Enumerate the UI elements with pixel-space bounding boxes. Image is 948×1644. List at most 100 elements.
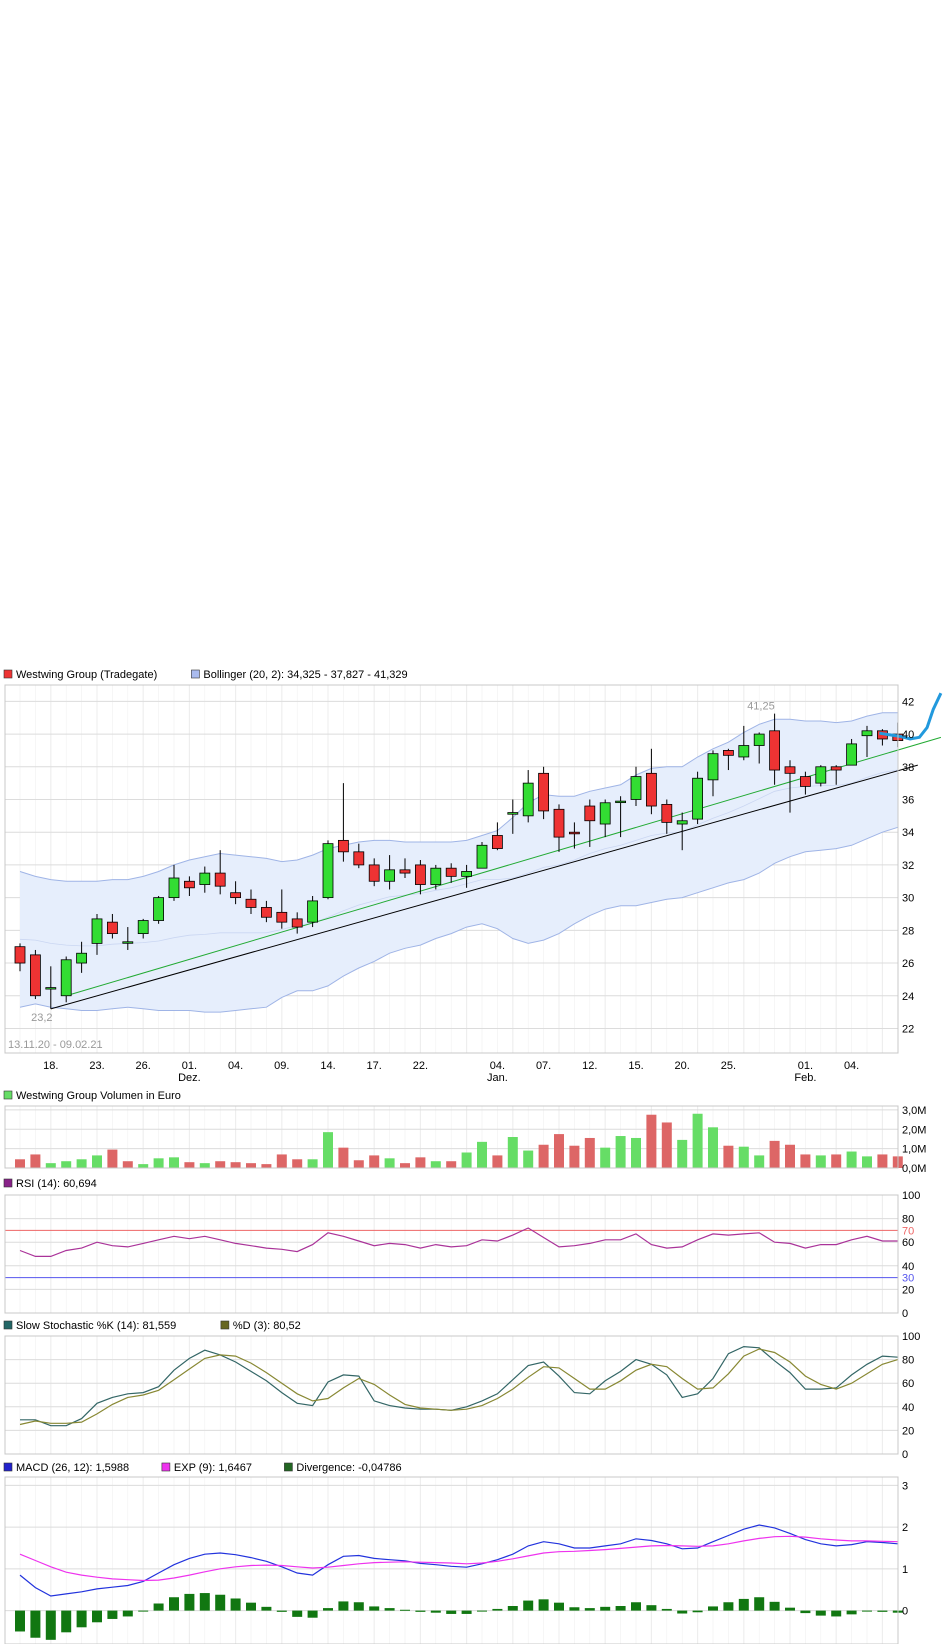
divergence-bar [631,1602,641,1611]
candlestick [445,863,457,883]
y-tick-label: 42 [902,696,914,708]
price-annotation: 41,25 [747,701,775,713]
volume-bar [261,1164,272,1168]
divergence-bar [307,1610,318,1618]
candlestick [800,771,811,795]
divergence-bar [246,1602,256,1611]
candlestick [753,732,765,764]
candle-body [276,911,288,923]
volume-bar [569,1145,580,1168]
divergence-bar [554,1602,564,1611]
divergence-bar [492,1608,503,1611]
y-tick-label: 32 [902,860,914,872]
panel-frame [4,1335,899,1455]
volume-bar [769,1140,780,1168]
volume-bar [785,1144,795,1168]
y-tick-label: 2 [902,1522,908,1534]
candlestick [723,748,734,771]
candle-body [414,864,426,885]
x-tick-label: 20. [675,1060,690,1072]
candle-body [291,918,303,928]
legend-label: Bollinger (20, 2): 34,325 - 37,827 - 41,… [203,669,407,681]
candlestick [507,799,519,834]
candle-body [368,864,380,882]
volume-bar [276,1154,287,1168]
volume-bar [615,1136,626,1168]
divergence-bar [831,1610,842,1617]
candlestick [230,881,242,905]
volume-bar [246,1163,256,1168]
candlestick [676,812,688,851]
candle-body [538,772,549,812]
divergence-bar [338,1601,349,1611]
volume-bar [292,1159,303,1168]
divergence-bar [92,1610,102,1623]
volume-bar [584,1137,595,1168]
x-tick-label: 17. [367,1060,382,1072]
volume-bar [461,1152,472,1168]
divergence-bar [477,1610,487,1612]
divergence-bar [754,1597,765,1611]
y-tick-label: 2,0M [902,1124,926,1136]
candle-body [615,800,626,804]
candlestick [707,750,719,797]
candlestick [522,770,534,823]
candlestick [291,912,303,934]
volume-bar [692,1113,703,1168]
volume-panel: Westwing Group Volumen in Euro 0,0M 1,0M 2,… [3,1090,926,1175]
volume-bar [199,1163,210,1168]
candlestick [846,738,857,766]
divergence-bar [723,1602,734,1611]
x-tick-label: 01. [798,1060,813,1072]
divergence-bar [677,1610,688,1614]
candlestick [29,949,41,1000]
candle-body [122,941,134,944]
macd-line [19,1535,898,1582]
y-tick-label: 38 [902,762,914,774]
legend-label: RSI (14): 60,694 [16,1178,97,1190]
candlestick [199,866,211,893]
stochastic-panel: Slow Stochastic %K (14): 81,559 %D (3): 8… [3,1320,920,1461]
bollinger-middle-line [19,769,898,947]
y-tick-label: 0 [902,1606,908,1618]
candle-body [784,766,796,774]
y-tick-label: 28 [902,925,914,937]
volume-bar [723,1145,734,1168]
candle-body [183,880,195,889]
volume-bar [661,1122,672,1168]
candle-body [661,803,673,823]
candle-body [646,772,657,807]
volume-bar [369,1155,380,1168]
candle-body [830,766,842,771]
volume-bar [862,1156,872,1168]
divergence-bar [507,1606,518,1611]
candlestick [815,765,827,787]
volume-bar [30,1154,41,1168]
candle-body [630,776,642,800]
volume-bar [507,1137,518,1168]
legend-label: EXP (9): 1,6467 [174,1462,252,1474]
candle-body [230,892,242,899]
divergence-bar [461,1610,472,1614]
legend-swatch [3,669,13,679]
divergence-bar [15,1610,25,1632]
y-tick-label: 3 [902,1480,908,1492]
candlestick [615,796,626,838]
candle-body [723,750,734,756]
y-tick-label: 20 [902,1284,914,1296]
x-tick-label: 04. [228,1060,243,1072]
y-tick-label: 0 [902,1449,908,1461]
volume-bar [600,1147,611,1168]
y-tick-label: 60 [902,1237,914,1249]
candle-body [507,812,519,815]
price-panel: Westwing Group (Tradegate) Bollinger (20,… [3,669,943,1084]
candlestick [137,918,149,939]
divergence-bar [169,1597,179,1611]
candlestick [214,850,226,895]
candle-body [861,730,873,737]
candle-body [337,839,349,853]
x-tick-label: 12. [582,1060,597,1072]
y-tick-label: 80 [902,1214,914,1226]
candlestick [661,799,673,834]
y-tick-label: 24 [902,991,914,1003]
